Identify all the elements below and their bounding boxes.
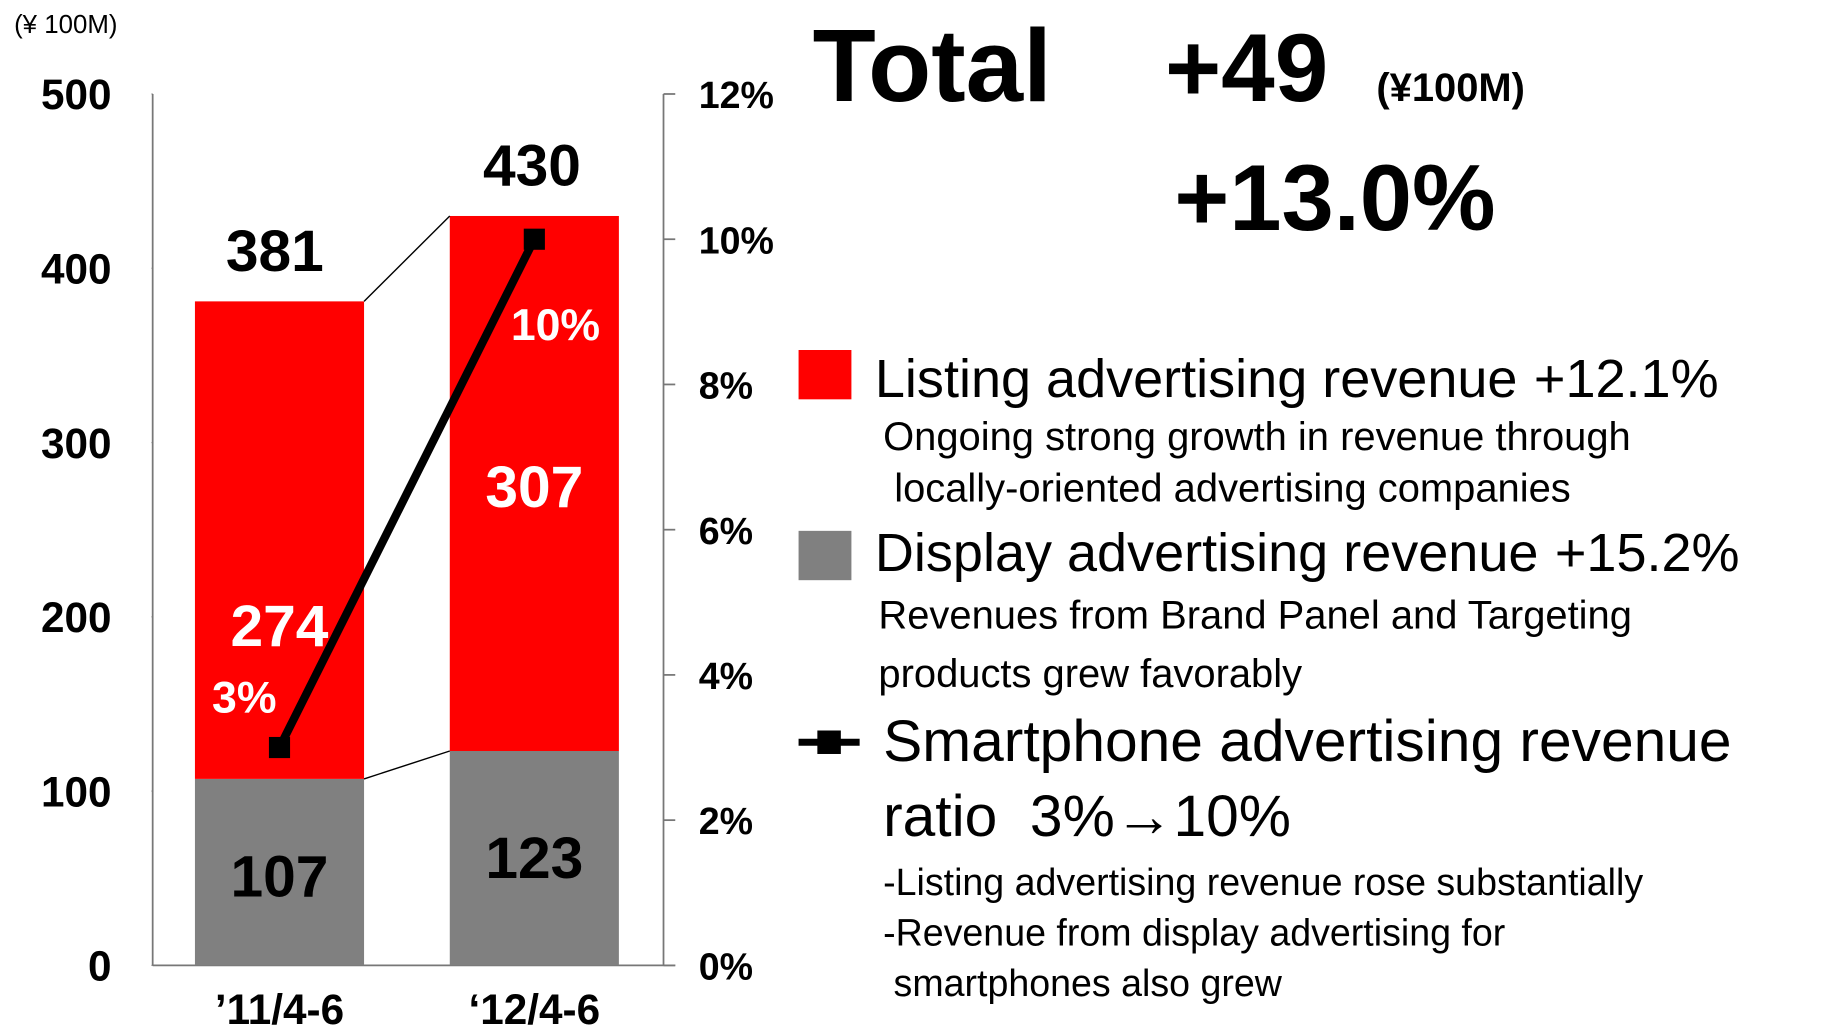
connector: [363, 215, 451, 302]
y-tick-label: 100: [41, 768, 112, 815]
x-tick-label: ‘12/4-6: [469, 986, 601, 1030]
summary-change: +49: [1165, 15, 1328, 122]
line-label: 10%: [511, 301, 600, 350]
legend-desc: Revenues from Brand Panel and Targeting: [878, 593, 1632, 637]
unit-label: (¥ 100M): [14, 11, 117, 39]
total-label: 430: [483, 133, 581, 198]
bar-label: 123: [485, 826, 583, 891]
legend-label: Listing advertising revenue +12.1%: [875, 349, 1719, 409]
legend-swatch: [798, 350, 852, 400]
line-label: 3%: [212, 673, 276, 722]
y-tick-label: 0: [88, 943, 112, 990]
legend-desc: products grew favorably: [878, 652, 1302, 696]
y-tick-label: 500: [41, 71, 112, 118]
legend-growth: +12.1%: [1534, 349, 1719, 409]
y-tick-label: 300: [41, 420, 112, 467]
bar: [449, 215, 619, 752]
legend-desc: -Listing advertising revenue rose substa…: [883, 861, 1643, 903]
line-marker: [268, 736, 291, 759]
summary-title: Total: [813, 7, 1052, 123]
y2-tick-label: 10%: [699, 219, 774, 261]
legend-label: Smartphone advertising revenue: [883, 709, 1731, 774]
legend-marker: [817, 730, 841, 754]
line: [275, 237, 539, 750]
y-tick-label: 400: [41, 246, 112, 293]
connector: [363, 750, 450, 780]
bar-label: 107: [231, 844, 329, 909]
bar-label: 307: [485, 455, 583, 520]
bar: [194, 301, 365, 779]
summary-pct: +13.0%: [1174, 145, 1495, 250]
y2-tick-label: 8%: [699, 365, 753, 407]
total-label: 381: [226, 219, 324, 284]
y2-tick-label: 0%: [699, 945, 753, 987]
legend-growth: +15.2%: [1555, 523, 1740, 583]
line-marker: [523, 228, 545, 250]
y2-tick-label: 6%: [699, 510, 753, 552]
y2-tick-label: 12%: [699, 74, 774, 116]
legend-label: Display advertising revenue +15.2%: [875, 523, 1740, 583]
x-tick-label: ’11/4-6: [215, 986, 344, 1030]
bar: [194, 778, 365, 966]
bar-label: 274: [231, 594, 329, 659]
y2-tick-label: 4%: [699, 655, 753, 697]
legend-name: Listing advertising revenue: [875, 349, 1518, 409]
legend-desc: locally-oriented advertising companies: [883, 466, 1571, 510]
legend-name: Display advertising revenue: [875, 523, 1539, 583]
legend-desc: smartphones also grew: [883, 962, 1283, 1004]
legend-desc: Ongoing strong growth in revenue through: [883, 415, 1631, 459]
legend-desc: -Revenue from display advertising for: [883, 911, 1505, 953]
bar: [449, 751, 619, 966]
legend-swatch: [798, 530, 852, 581]
y-tick-label: 200: [41, 594, 112, 641]
legend-change: ratio 3%→10%: [883, 784, 1291, 849]
summary-unit: (¥100M): [1376, 66, 1525, 110]
y2-tick-label: 2%: [699, 800, 753, 842]
